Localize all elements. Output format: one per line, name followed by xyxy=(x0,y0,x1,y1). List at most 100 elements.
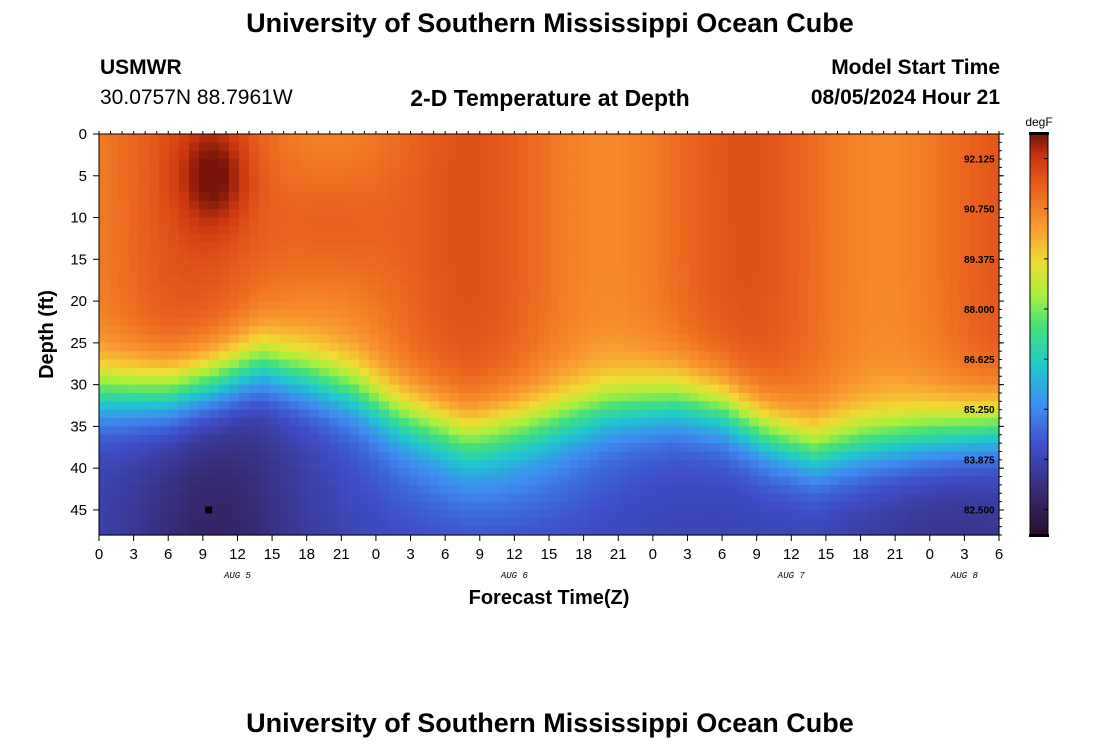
heatmap-cell xyxy=(439,468,450,478)
heatmap-cell xyxy=(339,150,350,160)
heatmap-cell xyxy=(569,501,580,511)
heatmap-cell xyxy=(949,234,960,244)
heatmap-cell xyxy=(299,217,310,227)
heatmap-cell xyxy=(459,242,470,252)
heatmap-cell xyxy=(709,234,720,244)
heatmap-cell xyxy=(749,142,760,152)
heatmap-cell xyxy=(889,317,900,327)
colorbar-swatch xyxy=(1030,420,1048,423)
heatmap-cell xyxy=(559,292,570,302)
heatmap-cell xyxy=(889,334,900,344)
heatmap-cell xyxy=(949,409,960,419)
heatmap-cell xyxy=(899,134,910,143)
heatmap-cell xyxy=(329,359,340,369)
heatmap-cell xyxy=(409,334,420,344)
heatmap-cell xyxy=(479,526,490,536)
heatmap-cell xyxy=(399,217,410,227)
heatmap-cell xyxy=(369,150,380,160)
heatmap-cell xyxy=(119,284,130,294)
heatmap-cell xyxy=(489,159,500,169)
heatmap-cell xyxy=(979,359,990,369)
heatmap-cell xyxy=(899,267,910,277)
heatmap-cell xyxy=(259,225,270,235)
heatmap-cell xyxy=(519,192,530,202)
colorbar-swatch xyxy=(1030,134,1048,137)
heatmap-cell xyxy=(299,301,310,311)
heatmap-cell xyxy=(829,376,840,386)
heatmap-cell xyxy=(519,468,530,478)
heatmap-cell xyxy=(489,326,500,336)
heatmap-cell xyxy=(339,267,350,277)
heatmap-cell xyxy=(389,526,400,536)
heatmap-cell xyxy=(879,443,890,453)
heatmap-cell xyxy=(119,384,130,394)
heatmap-cell xyxy=(439,134,450,143)
heatmap-cell xyxy=(489,392,500,402)
heatmap-cell xyxy=(929,284,940,294)
heatmap-cell xyxy=(919,142,930,152)
heatmap-cell xyxy=(829,225,840,235)
heatmap-cell xyxy=(359,468,370,478)
colorbar-swatch xyxy=(1030,246,1048,249)
heatmap-cell xyxy=(699,225,710,235)
heatmap-cell xyxy=(319,342,330,352)
heatmap-cell xyxy=(869,242,880,252)
heatmap-cell xyxy=(199,476,210,486)
heatmap-cell xyxy=(749,451,760,461)
heatmap-cell xyxy=(629,159,640,169)
x-tick-label: 18 xyxy=(298,546,315,563)
heatmap-cell xyxy=(489,276,500,285)
heatmap-cell xyxy=(689,142,700,152)
heatmap-cell xyxy=(619,267,630,277)
heatmap-cell xyxy=(209,459,220,469)
heatmap-cell xyxy=(749,526,760,536)
heatmap-cell xyxy=(709,409,720,419)
heatmap-cell xyxy=(739,242,750,252)
heatmap-cell xyxy=(699,468,710,478)
heatmap-cell xyxy=(279,443,290,453)
heatmap-cell xyxy=(279,284,290,294)
heatmap-cell xyxy=(879,342,890,352)
heatmap-cell xyxy=(239,301,250,311)
heatmap-cell xyxy=(409,234,420,244)
heatmap-cell xyxy=(279,409,290,419)
heatmap-cell xyxy=(309,384,320,394)
heatmap-cell xyxy=(799,526,810,536)
heatmap-cell xyxy=(639,351,650,361)
heatmap-cell xyxy=(979,342,990,352)
heatmap-cell xyxy=(479,443,490,453)
heatmap-cell xyxy=(989,242,1000,252)
heatmap-cell xyxy=(499,309,510,319)
heatmap-cell xyxy=(729,326,740,336)
heatmap-cell xyxy=(959,217,970,227)
heatmap-cell xyxy=(769,326,780,336)
heatmap-cell xyxy=(369,242,380,252)
heatmap-cell xyxy=(959,484,970,494)
heatmap-cell xyxy=(749,376,760,386)
heatmap-cell xyxy=(379,242,390,252)
heatmap-cell xyxy=(339,384,350,394)
heatmap-cell xyxy=(779,443,790,453)
heatmap-cell xyxy=(639,209,650,219)
heatmap-cell xyxy=(209,501,220,511)
heatmap-cell xyxy=(559,392,570,402)
heatmap-cell xyxy=(379,159,390,169)
heatmap-cell xyxy=(249,267,260,277)
heatmap-cell xyxy=(179,342,190,352)
heatmap-cell xyxy=(719,200,730,210)
heatmap-cell xyxy=(869,150,880,160)
heatmap-cell xyxy=(879,250,890,260)
colorbar-swatch xyxy=(1030,460,1048,463)
heatmap-cell xyxy=(829,351,840,361)
heatmap-cell xyxy=(129,334,140,344)
heatmap-cell xyxy=(719,401,730,411)
heatmap-cell xyxy=(899,418,910,427)
heatmap-cell xyxy=(659,484,670,494)
heatmap-cell xyxy=(349,225,360,235)
heatmap-cell xyxy=(939,367,950,377)
heatmap-cell xyxy=(859,426,870,436)
heatmap-cell xyxy=(309,134,320,143)
heatmap-cell xyxy=(169,242,180,252)
heatmap-cell xyxy=(529,342,540,352)
heatmap-cell xyxy=(569,250,580,260)
